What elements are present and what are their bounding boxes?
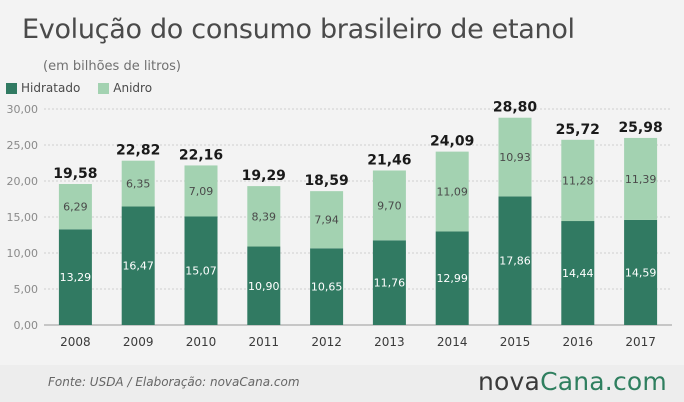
legend-item-hidratado: Hidratado	[6, 81, 80, 95]
bar-hidratado	[498, 196, 532, 325]
bar-hidratado	[624, 219, 658, 325]
total-label: 22,16	[179, 147, 223, 163]
data-label-anidro: 8,39	[252, 210, 277, 223]
data-label-hidratado: 10,65	[311, 281, 343, 294]
y-tick-label: 10,00	[7, 247, 39, 260]
bar-hidratado	[121, 206, 155, 325]
x-tick-label: 2014	[437, 335, 468, 349]
legend: Hidratado Anidro	[6, 81, 152, 95]
chart-title: Evolução do consumo brasileiro de etanol	[22, 14, 575, 45]
data-label-hidratado: 14,44	[562, 267, 594, 280]
bar-anidro	[247, 186, 281, 247]
bar-hidratado	[58, 229, 92, 325]
bar-anidro	[372, 170, 406, 241]
x-tick-label: 2008	[60, 335, 91, 349]
y-tick-label: 30,00	[7, 103, 39, 116]
bar-hidratado	[372, 240, 406, 325]
legend-swatch-anidro	[98, 82, 110, 94]
logo-part-cana: Cana.com	[540, 367, 667, 396]
y-tick-label: 5,00	[14, 283, 39, 296]
source-note: Fonte: USDA / Elaboração: novaCana.com	[48, 375, 300, 389]
x-tick-label: 2017	[625, 335, 656, 349]
legend-label-hidratado: Hidratado	[21, 81, 81, 95]
legend-label-anidro: Anidro	[113, 81, 153, 95]
footer-bar	[0, 365, 684, 402]
x-tick-label: 2011	[249, 335, 280, 349]
logo-part-nova: nova	[478, 367, 541, 396]
x-tick-label: 2015	[500, 335, 531, 349]
data-label-hidratado: 13,29	[60, 271, 92, 284]
novacana-logo: novaCana.com	[478, 367, 667, 396]
data-label-anidro: 6,35	[126, 178, 151, 191]
data-label-anidro: 11,09	[436, 186, 468, 199]
bar-anidro	[184, 165, 218, 217]
data-label-anidro: 9,70	[377, 199, 402, 212]
data-label-anidro: 7,09	[189, 185, 214, 198]
data-label-hidratado: 16,47	[122, 260, 154, 273]
bar-anidro	[58, 184, 92, 230]
legend-swatch-hidratado	[6, 82, 17, 94]
bar-anidro	[624, 137, 658, 220]
bar-hidratado	[561, 221, 595, 325]
total-label: 19,29	[242, 168, 286, 184]
y-tick-label: 25,00	[7, 139, 39, 152]
bar-hidratado	[435, 231, 469, 325]
total-label: 18,59	[304, 173, 348, 189]
total-label: 28,80	[493, 100, 538, 116]
data-label-hidratado: 17,86	[499, 255, 531, 268]
legend-item-anidro: Anidro	[98, 81, 152, 95]
bar-anidro	[310, 191, 344, 249]
data-label-hidratado: 14,59	[625, 266, 657, 279]
data-label-hidratado: 11,76	[374, 277, 406, 290]
total-label: 19,58	[53, 166, 97, 182]
bar-anidro	[561, 139, 595, 222]
stacked-bar-chart: 0,00 5,00 10,00 15,00 20,00 25,00 30,00 13,29 6,…	[7, 100, 672, 349]
data-label-anidro: 7,94	[314, 214, 339, 227]
bar-hidratado	[310, 248, 344, 325]
bar-hidratado	[247, 246, 281, 325]
data-label-anidro: 11,28	[562, 174, 594, 187]
y-tick-label: 0,00	[14, 319, 39, 332]
bar-anidro	[498, 117, 532, 197]
data-label-hidratado: 15,07	[185, 265, 217, 278]
data-label-anidro: 11,39	[625, 173, 657, 186]
data-label-anidro: 6,29	[63, 201, 88, 214]
data-label-hidratado: 12,99	[436, 272, 468, 285]
bar-anidro	[121, 160, 155, 207]
bar-hidratado	[184, 216, 218, 325]
total-label: 21,46	[367, 152, 411, 168]
total-label: 24,09	[430, 134, 474, 150]
y-tick-label: 20,00	[7, 175, 39, 188]
data-label-anidro: 10,93	[499, 151, 531, 164]
data-label-hidratado: 10,90	[248, 280, 280, 293]
x-tick-label: 2012	[311, 335, 342, 349]
total-label: 25,72	[556, 122, 600, 138]
total-label: 25,98	[618, 120, 662, 136]
x-tick-label: 2009	[123, 335, 154, 349]
x-tick-label: 2010	[186, 335, 217, 349]
total-label: 22,82	[116, 143, 160, 159]
bar-anidro	[435, 151, 469, 232]
x-tick-label: 2016	[563, 335, 594, 349]
x-tick-label: 2013	[374, 335, 405, 349]
chart-subtitle: (em bilhões de litros)	[43, 59, 181, 74]
y-tick-label: 15,00	[7, 211, 39, 224]
